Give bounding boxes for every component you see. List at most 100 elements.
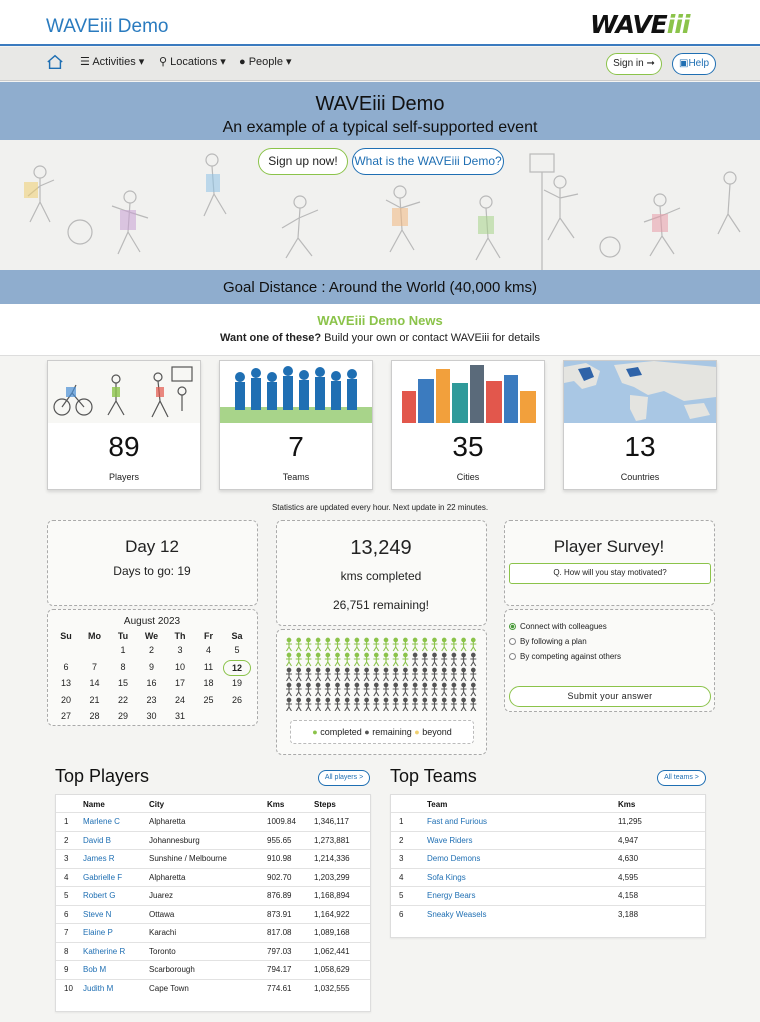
calendar-day[interactable]: 31 xyxy=(174,711,185,721)
top-teams-table: Team Kms 1 Fast and Furious 11,295 2 Wave Ri… xyxy=(390,794,706,938)
calendar-day[interactable]: 2 xyxy=(148,645,154,655)
calendar-day[interactable]: 3 xyxy=(177,645,183,655)
calendar-day[interactable]: 9 xyxy=(148,661,154,672)
app-title[interactable]: WAVEiii Demo xyxy=(46,16,169,37)
calendar-day[interactable]: 4 xyxy=(205,645,211,655)
completed-person-figure xyxy=(392,652,399,667)
news-title[interactable]: WAVEiii Demo News xyxy=(317,313,443,328)
submit-answer-button[interactable]: Submit your answer xyxy=(509,686,711,707)
team-name-link[interactable]: Sneaky Weasels xyxy=(427,909,487,919)
calendar-day[interactable]: 7 xyxy=(91,661,97,672)
remaining-person-figure xyxy=(450,667,457,682)
calendar-day[interactable]: 25 xyxy=(203,694,214,705)
calendar-day[interactable]: 16 xyxy=(146,678,157,688)
calendar-day[interactable]: 24 xyxy=(174,694,185,705)
days-to-go: Days to go: 19 xyxy=(113,564,191,578)
calendar-day[interactable]: 22 xyxy=(117,694,128,705)
radio-icon[interactable] xyxy=(509,638,516,645)
calendar-day[interactable]: 15 xyxy=(117,678,128,688)
calendar-day[interactable]: 10 xyxy=(174,661,185,672)
completed-person-figure xyxy=(460,637,467,652)
survey-option[interactable]: By competing against others xyxy=(509,652,621,661)
calendar-day[interactable]: 17 xyxy=(174,678,185,688)
calendar-day[interactable]: 23 xyxy=(146,694,157,705)
calendar-day[interactable]: 26 xyxy=(231,694,242,705)
stat-card-countries[interactable]: 13 Countries xyxy=(563,360,717,490)
nav-locations[interactable]: ⚲ Locations ▾ xyxy=(159,56,226,68)
calendar-day[interactable]: 5 xyxy=(234,645,240,655)
what-is-demo-button[interactable]: What is the WAVEiii Demo? xyxy=(352,148,504,175)
calendar-day[interactable]: 30 xyxy=(146,711,157,721)
player-row: 5 Robert G Juarez 876.89 1,168,894 xyxy=(56,886,370,905)
stat-card-teams[interactable]: 7 Teams xyxy=(219,360,373,490)
completed-person-figure xyxy=(402,652,409,667)
player-name-link[interactable]: Marlene C xyxy=(83,817,120,826)
top-bar: WAVEiii Demo WAVEiii xyxy=(0,0,760,46)
remaining-person-figure xyxy=(353,697,360,711)
player-name-link[interactable]: Gabrielle F xyxy=(83,872,123,882)
nav-activities[interactable]: ☰ Activities ▾ xyxy=(80,56,145,68)
cities-count: 35 xyxy=(452,431,484,462)
rank-cell: 7 xyxy=(64,928,69,937)
completed-person-figure xyxy=(421,637,428,652)
calendar-day[interactable]: 20 xyxy=(60,694,71,705)
calendar-day[interactable]: 29 xyxy=(117,711,128,721)
calendar-day[interactable]: 21 xyxy=(89,694,100,705)
remaining-person-figure xyxy=(286,697,292,711)
all-teams-button[interactable]: All teams > xyxy=(657,770,706,786)
player-name-link[interactable]: Bob M xyxy=(83,965,107,974)
nav-people[interactable]: ● People ▾ xyxy=(239,56,292,68)
calendar-day[interactable]: 14 xyxy=(89,678,100,688)
calendar-today[interactable]: 12 xyxy=(223,659,251,676)
completed-person-figure xyxy=(315,652,322,667)
kms-remaining: 26,751 remaining! xyxy=(332,598,430,612)
stat-card-players[interactable]: 89 Players xyxy=(47,360,201,490)
home-icon[interactable] xyxy=(46,53,64,71)
remaining-person-figure xyxy=(363,682,370,697)
steps-cell: 1,214,336 xyxy=(314,854,350,863)
help-button[interactable]: ▣Help xyxy=(672,53,716,75)
completed-person-figure xyxy=(450,637,457,652)
stat-card-cities[interactable]: 35 Cities xyxy=(391,360,545,490)
survey-option[interactable]: By following a plan xyxy=(509,637,587,646)
sign-in-button[interactable]: Sign in ➞ xyxy=(606,53,662,75)
calendar-day[interactable]: 27 xyxy=(60,711,71,721)
calendar-day[interactable]: 8 xyxy=(120,661,126,672)
all-players-button[interactable]: All players > xyxy=(318,770,370,786)
player-name-link[interactable]: David B xyxy=(83,835,112,845)
city-cell: Johannesburg xyxy=(149,835,200,845)
radio-selected-icon[interactable] xyxy=(509,623,516,630)
waveiii-logo[interactable]: WAVEiii xyxy=(590,10,690,39)
calendar-day[interactable]: 13 xyxy=(60,678,71,688)
player-name-link[interactable]: Steve N xyxy=(83,909,112,919)
calendar-day[interactable]: 19 xyxy=(231,678,242,688)
calendar-day[interactable]: 18 xyxy=(203,678,214,688)
team-name-link[interactable]: Energy Bears xyxy=(427,891,476,900)
sign-up-button[interactable]: Sign up now! xyxy=(258,148,348,175)
calendar-week: 13 14 15 16 17 18 19 xyxy=(52,676,252,692)
countries-label: Countries xyxy=(620,472,660,482)
player-name-link[interactable]: Elaine P xyxy=(83,928,113,937)
team-name-link[interactable]: Sofa Kings xyxy=(427,872,466,882)
radio-icon[interactable] xyxy=(509,653,516,660)
hero-goal-band xyxy=(0,270,760,304)
remaining-person-figure xyxy=(441,682,448,697)
player-row: 2 David B Johannesburg 955.65 1,273,881 xyxy=(56,830,370,850)
team-name-link[interactable]: Fast and Furious xyxy=(427,817,488,826)
player-name-link[interactable]: James R xyxy=(83,854,115,863)
teams-count: 7 xyxy=(288,431,304,462)
kms-cell: 910.98 xyxy=(267,854,292,863)
calendar-day[interactable]: 6 xyxy=(63,661,69,672)
remaining-person-figure xyxy=(450,682,457,697)
team-name-link[interactable]: Wave Riders xyxy=(427,835,473,845)
player-name-link[interactable]: Robert G xyxy=(83,891,116,900)
player-row: 4 Gabrielle F Alpharetta 902.70 1,203,299 xyxy=(56,867,370,887)
calendar-day[interactable]: 28 xyxy=(89,711,100,721)
player-name-link[interactable]: Judith M xyxy=(83,983,114,993)
team-row: 3 Demo Demons 4,630 xyxy=(391,849,705,868)
survey-option[interactable]: Connect with colleagues xyxy=(509,622,607,631)
player-name-link[interactable]: Katherine R xyxy=(83,946,126,956)
calendar-day[interactable]: 1 xyxy=(120,645,126,655)
team-name-link[interactable]: Demo Demons xyxy=(427,854,481,863)
calendar-day[interactable]: 11 xyxy=(203,661,214,672)
